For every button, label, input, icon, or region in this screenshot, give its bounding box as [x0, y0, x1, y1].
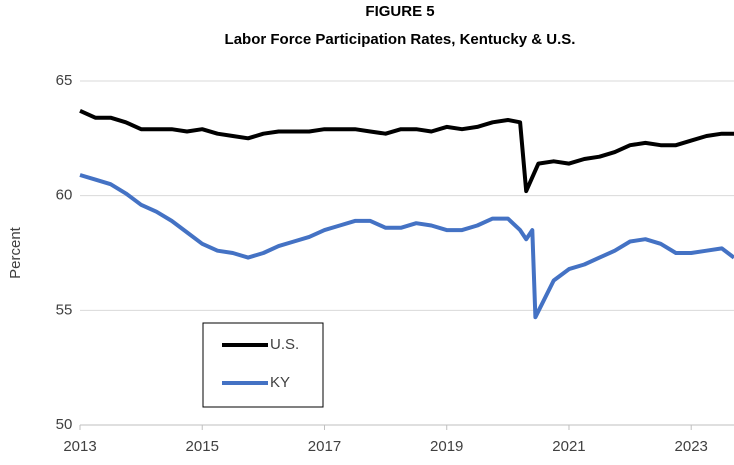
- x-tick-label: 2015: [186, 438, 219, 455]
- x-tick-label: 2013: [63, 438, 96, 455]
- x-tick-label: 2023: [675, 438, 708, 455]
- x-tick-label: 2021: [552, 438, 585, 455]
- y-tick-label: 65: [56, 72, 73, 89]
- y-axis-label: Percent: [7, 226, 24, 279]
- chart-title: FIGURE 5: [365, 3, 434, 20]
- legend-box: [202, 322, 324, 408]
- chart-subtitle: Labor Force Participation Rates, Kentuck…: [225, 31, 576, 48]
- line-series: [79, 108, 734, 194]
- y-tick-label: 50: [56, 416, 73, 433]
- x-tick-label: 2017: [308, 438, 341, 455]
- x-tick-label: 2019: [430, 438, 463, 455]
- y-tick-label: 60: [56, 187, 73, 204]
- legend-label: KY: [270, 374, 290, 391]
- legend-label: U.S.: [270, 336, 299, 353]
- y-tick-label: 55: [56, 301, 73, 318]
- line-series: [79, 173, 734, 320]
